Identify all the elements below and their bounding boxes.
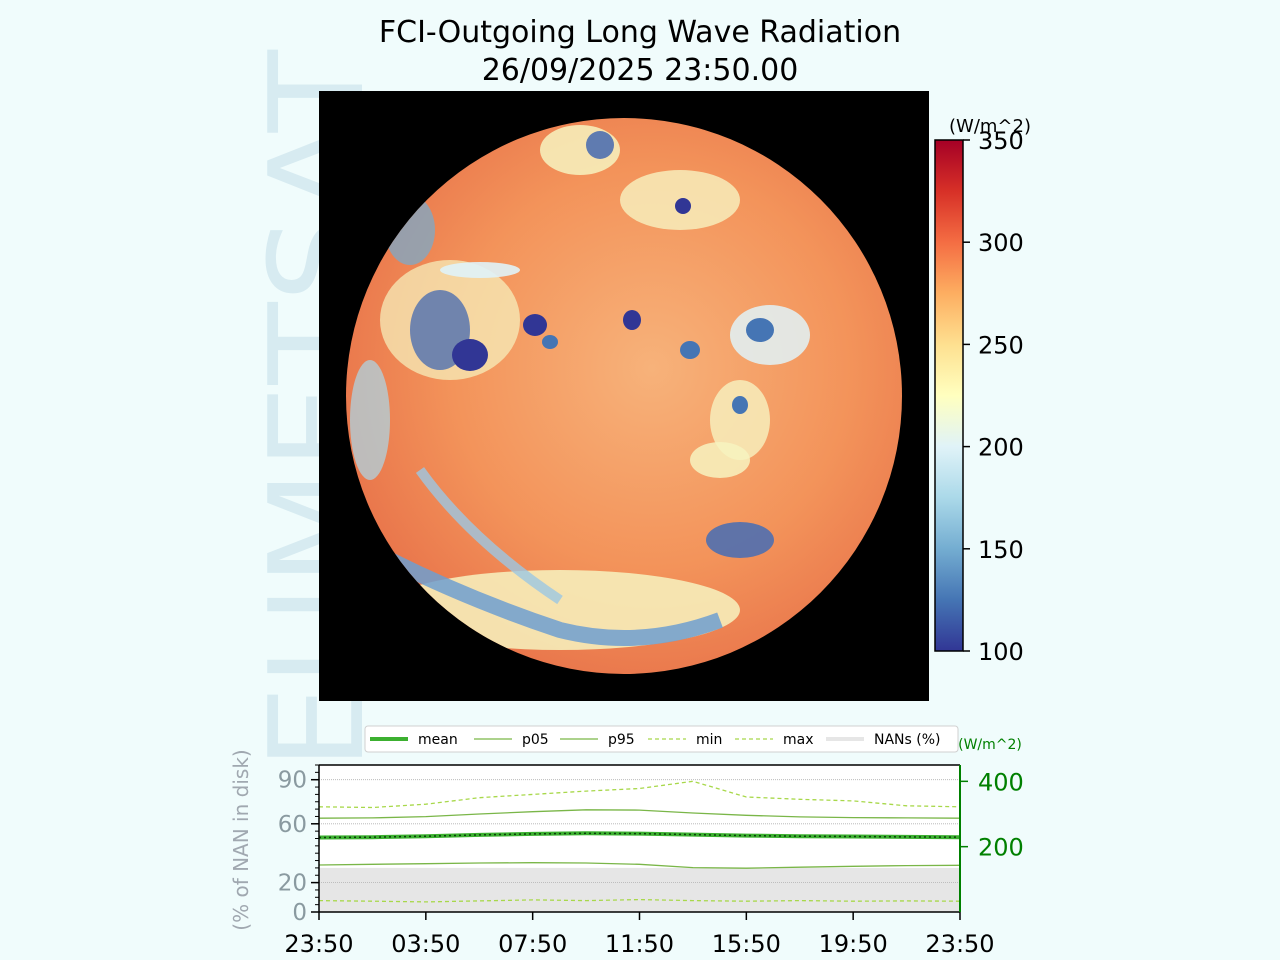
colorbar-gradient [934, 139, 964, 652]
series-line-p05 [318, 862, 961, 869]
x-tick-label: 19:50 [819, 930, 888, 958]
colorbar-tick-label: 300 [978, 229, 1024, 257]
colorbar-tick-label: 250 [978, 331, 1024, 359]
x-tick-label: 11:50 [605, 930, 674, 958]
right-tick-label: 400 [978, 768, 1024, 796]
left-axis-label: (% of NAN in disk) [229, 749, 253, 930]
chart-timestamp: 26/09/2025 23:50.00 [481, 53, 799, 88]
right-tick-label: 200 [978, 834, 1024, 862]
legend-label: p95 [608, 732, 635, 748]
colorbar-tick-label: 350 [978, 127, 1024, 155]
nan-area [319, 867, 960, 912]
chart-title: FCI-Outgoing Long Wave Radiation [378, 15, 902, 50]
series-line-p95 [318, 809, 961, 819]
colorbar-ticks: 100 150 200 250 300 350 [963, 127, 1024, 666]
colorbar-unit: (W/m^2) [949, 116, 1031, 137]
right-axis-unit: (W/m^2) [958, 737, 1022, 753]
colorbar-tick-label: 200 [978, 434, 1024, 462]
x-tick-label: 03:50 [391, 930, 460, 958]
legend-label: max [783, 732, 814, 748]
cloud-features [350, 125, 810, 650]
legend-label: mean [418, 732, 458, 748]
legend-label: min [696, 732, 722, 748]
series-line-min [318, 898, 961, 903]
left-tick-label: 90 [278, 768, 307, 794]
left-tick-label: 0 [292, 900, 307, 926]
x-tick-label: 23:50 [284, 930, 353, 958]
colorbar: (W/m^2) 100 150 200 250 300 350 [934, 116, 1031, 666]
colorbar-tick-label: 100 [978, 638, 1024, 666]
x-tick-label: 23:50 [925, 930, 994, 958]
legend-label: p05 [522, 732, 549, 748]
legend-label: NANs (%) [874, 732, 941, 748]
series-markers-mean [318, 832, 961, 839]
colorbar-tick-label: 150 [978, 536, 1024, 564]
x-tick-label: 07:50 [498, 930, 567, 958]
x-tick-label: 15:50 [712, 930, 781, 958]
series-line-max [318, 780, 961, 809]
left-tick-label: 20 [278, 871, 307, 897]
timeseries-chart: 0 20 60 90 (% of NAN in disk) 200 400 (W/m^2) 23… [229, 725, 1024, 958]
left-tick-label: 60 [278, 812, 307, 838]
legend-box [364, 725, 959, 753]
earth-disk-panel [319, 91, 929, 701]
